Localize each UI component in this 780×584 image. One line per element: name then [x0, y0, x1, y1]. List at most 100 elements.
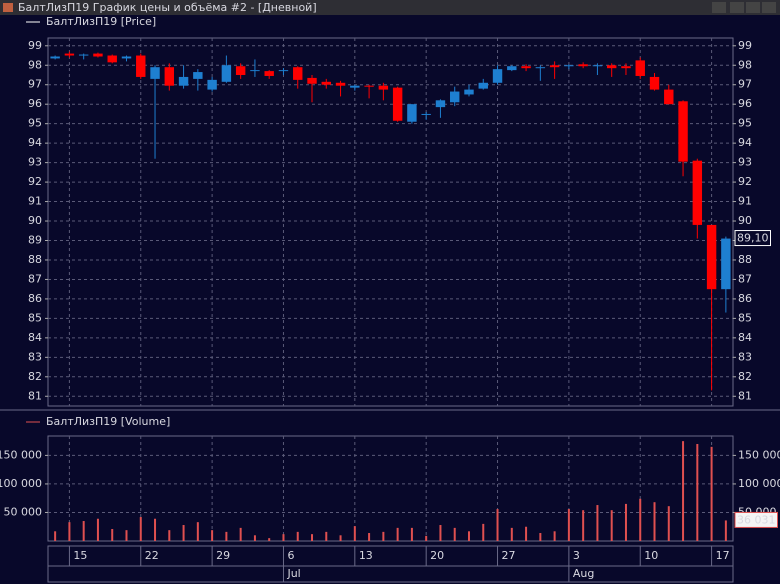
candle-body	[278, 70, 289, 72]
window-buttons[interactable]	[712, 2, 776, 13]
volume-plot-frame	[47, 435, 734, 542]
volume-bar	[311, 534, 314, 541]
volume-bar	[353, 526, 356, 541]
candle-body	[50, 56, 60, 59]
volume-bar	[325, 531, 328, 541]
candle-body	[592, 65, 603, 67]
candle-body	[435, 100, 446, 108]
volume-bar	[653, 502, 656, 541]
candle-body	[264, 71, 274, 76]
candle-body	[293, 67, 303, 80]
y-tick-label: 98	[738, 58, 752, 71]
candle-body	[464, 89, 474, 95]
y-tick-label: 91	[738, 195, 752, 208]
y-tick-label: 94	[738, 136, 752, 149]
y-tick-label: 100 000	[738, 477, 780, 490]
volume-bar	[82, 521, 85, 541]
y-tick-label: 97	[28, 78, 42, 91]
y-tick-label: 87	[738, 272, 752, 285]
month-axis-box	[47, 565, 734, 583]
month-label: Aug	[573, 567, 594, 580]
y-tick-label: 91	[28, 195, 42, 208]
volume-bar	[425, 535, 428, 541]
volume-bar	[96, 518, 99, 541]
volume-bar	[296, 531, 299, 541]
y-tick-label: 50 000	[4, 505, 43, 518]
y-tick-label: 92	[738, 175, 752, 188]
y-tick-label: 85	[28, 311, 42, 324]
volume-bar	[667, 506, 670, 541]
window-icon	[3, 3, 13, 12]
y-tick-label: 82	[738, 370, 752, 383]
volume-bar	[182, 525, 185, 541]
last-value-box	[734, 511, 778, 528]
minimize-button[interactable]	[730, 2, 744, 13]
candle-body	[664, 89, 674, 105]
volume-bar	[724, 520, 727, 541]
volume-bar	[610, 510, 613, 541]
price-plot-frame	[47, 37, 734, 407]
volume-bar	[582, 510, 585, 541]
candle-body	[321, 81, 331, 85]
y-tick-label: 89	[28, 233, 42, 246]
y-tick-label: 83	[738, 350, 752, 363]
volume-bar	[510, 527, 513, 541]
volume-bar	[211, 530, 214, 541]
y-tick-label: 88	[738, 253, 752, 266]
y-tick-label: 88	[28, 253, 42, 266]
candle-body	[421, 113, 431, 115]
candle-body	[164, 67, 175, 86]
volume-bar	[139, 517, 142, 541]
candle-body	[578, 64, 588, 67]
last-value-label: 36 031	[737, 513, 776, 526]
volume-bar	[525, 526, 528, 541]
volume-bar	[553, 531, 556, 541]
y-tick-label: 85	[738, 311, 752, 324]
x-tick-label: 3	[573, 549, 580, 562]
y-tick-label: 94	[28, 136, 42, 149]
y-tick-label: 99	[28, 39, 42, 52]
price-legend: БалтЛизП19 [Price]	[46, 15, 156, 28]
volume-bar	[168, 530, 171, 541]
candle-body	[706, 224, 717, 290]
candle-body	[178, 76, 189, 86]
candle-body	[692, 160, 703, 225]
volume-bar	[496, 509, 499, 541]
volume-bar	[54, 531, 57, 541]
candle-body	[150, 67, 160, 79]
y-tick-label: 150 000	[738, 448, 780, 461]
y-tick-label: 90	[28, 214, 42, 227]
volume-bar	[696, 443, 699, 541]
candle-body	[450, 91, 460, 103]
last-value-box	[734, 230, 771, 247]
candle-body	[364, 85, 374, 87]
candle-body	[78, 54, 89, 56]
candle-body	[549, 65, 560, 68]
volume-bar	[539, 533, 542, 541]
y-tick-label: 82	[28, 370, 42, 383]
close-button[interactable]	[762, 2, 776, 13]
volume-bar	[225, 531, 228, 541]
candle-body	[136, 55, 146, 77]
close-doc-button[interactable]	[712, 2, 726, 13]
volume-bar	[682, 441, 685, 541]
candle-body	[478, 82, 488, 89]
volume-bar	[439, 525, 442, 541]
y-tick-label: 81	[738, 389, 752, 402]
y-tick-label: 96	[738, 97, 752, 110]
volume-bar	[125, 530, 128, 541]
candle-body	[564, 65, 574, 67]
month-label: Jul	[286, 567, 300, 580]
last-value-label: 89,10	[737, 232, 769, 245]
candle-body	[521, 66, 531, 69]
y-tick-label: 93	[738, 156, 752, 169]
candle-body	[606, 65, 617, 69]
y-tick-label: 100 000	[0, 477, 42, 490]
maximize-button[interactable]	[746, 2, 760, 13]
candle-body	[235, 66, 246, 75]
x-tick-label: 13	[359, 549, 373, 562]
candle-body	[350, 85, 360, 88]
y-tick-label: 93	[28, 156, 42, 169]
candle-body	[93, 53, 103, 57]
